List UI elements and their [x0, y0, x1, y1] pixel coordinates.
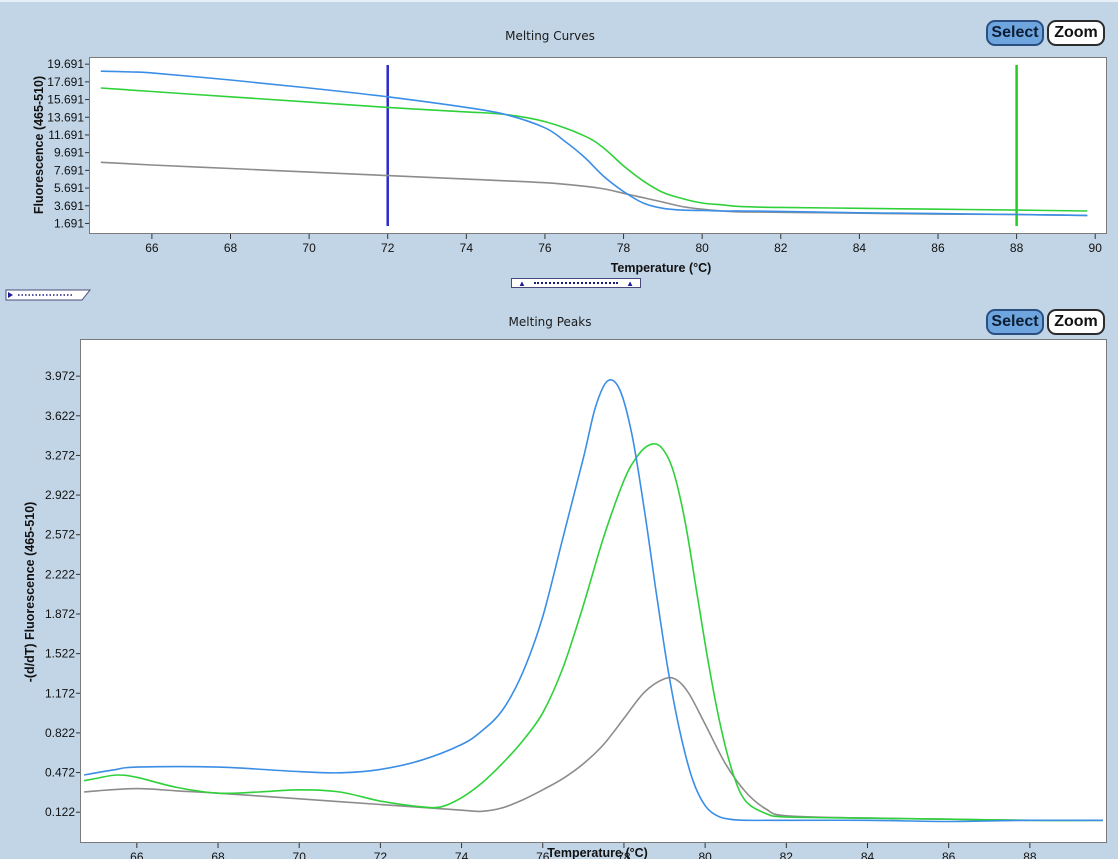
y-tick-label: 13.691: [47, 110, 84, 124]
green-series-line: [100, 87, 1088, 212]
melting-peaks-plot-area[interactable]: [80, 339, 1107, 843]
curves-select-button[interactable]: Select: [986, 20, 1044, 46]
y-tick-label: 0.122: [45, 805, 75, 819]
x-tick-label: 72: [374, 850, 388, 859]
x-tick-label: 74: [455, 850, 469, 859]
y-tick-label: 5.691: [54, 181, 84, 195]
curves-zoom-button[interactable]: Zoom: [1047, 20, 1105, 46]
y-tick-label: 3.272: [45, 448, 75, 462]
x-tick-label: 90: [1089, 241, 1103, 255]
x-tick-label: 68: [211, 850, 225, 859]
melting-curves-title: Melting Curves: [505, 29, 595, 43]
melting-peaks-title: Melting Peaks: [508, 315, 592, 329]
x-tick-label: 88: [1023, 850, 1037, 859]
splitter-up-arrow-icon: ▲: [518, 279, 526, 288]
y-tick-label: 11.691: [48, 128, 84, 142]
y-tick-label: 17.691: [47, 75, 84, 89]
blue-series-line: [83, 379, 1103, 823]
blue-series-line: [100, 70, 1088, 217]
x-tick-label: 76: [538, 241, 552, 255]
y-tick-label: 1.172: [45, 686, 75, 700]
x-tick-label: 68: [224, 241, 238, 255]
y-tick-label: 0.472: [45, 766, 75, 780]
y-tick-label: 2.922: [45, 488, 75, 502]
x-tick-label: 66: [130, 850, 144, 859]
x-tick-label: 86: [931, 241, 945, 255]
y-tick-label: 9.691: [54, 146, 84, 160]
x-tick-label: 74: [460, 241, 474, 255]
y-tick-label: 0.822: [45, 726, 75, 740]
side-panel-tab[interactable]: [5, 289, 92, 301]
x-tick-label: 84: [861, 850, 875, 859]
window-top-border: [0, 0, 1118, 2]
y-axis-title: -(d/dT) Fluorescence (465-510): [23, 502, 37, 683]
peaks-select-button[interactable]: Select: [986, 309, 1044, 335]
x-tick-label: 82: [774, 241, 788, 255]
y-tick-label: 2.222: [45, 567, 75, 581]
panel-splitter-handle[interactable]: ▲ ▲: [511, 278, 641, 288]
x-tick-label: 78: [617, 850, 631, 859]
y-tick-label: 7.691: [54, 163, 84, 177]
peaks-zoom-button[interactable]: Zoom: [1047, 309, 1105, 335]
y-tick-label: 2.572: [45, 528, 75, 542]
x-tick-label: 72: [381, 241, 395, 255]
x-tick-label: 86: [942, 850, 956, 859]
x-tick-label: 84: [853, 241, 867, 255]
x-tick-label: 88: [1010, 241, 1024, 255]
x-tick-label: 82: [780, 850, 794, 859]
x-tick-label: 78: [617, 241, 631, 255]
expand-arrow-icon: [8, 292, 13, 298]
y-tick-label: 1.691: [54, 216, 84, 230]
y-tick-label: 3.972: [45, 369, 75, 383]
splitter-up-arrow-icon: ▲: [626, 279, 634, 288]
y-tick-label: 3.691: [54, 199, 84, 213]
green-series-line: [83, 443, 1103, 822]
x-axis-title: Temperature (°C): [611, 261, 712, 275]
melting-curves-plot-area[interactable]: [89, 57, 1107, 234]
y-tick-label: 15.691: [47, 93, 84, 107]
x-tick-label: 66: [145, 241, 159, 255]
y-tick-label: 19.691: [47, 57, 84, 71]
gray-series-line: [84, 676, 1103, 822]
x-tick-label: 76: [536, 850, 550, 859]
y-tick-label: 1.522: [45, 647, 75, 661]
x-tick-label: 80: [698, 850, 712, 859]
y-tick-label: 1.872: [45, 607, 75, 621]
y-axis-title: Fluorescence (465-510): [32, 76, 46, 214]
x-axis-title: Temperature (°C): [547, 846, 648, 859]
x-tick-label: 70: [293, 850, 307, 859]
splitter-grip: [534, 282, 618, 284]
y-tick-label: 3.622: [45, 409, 75, 423]
x-tick-label: 70: [302, 241, 316, 255]
x-tick-label: 80: [695, 241, 709, 255]
